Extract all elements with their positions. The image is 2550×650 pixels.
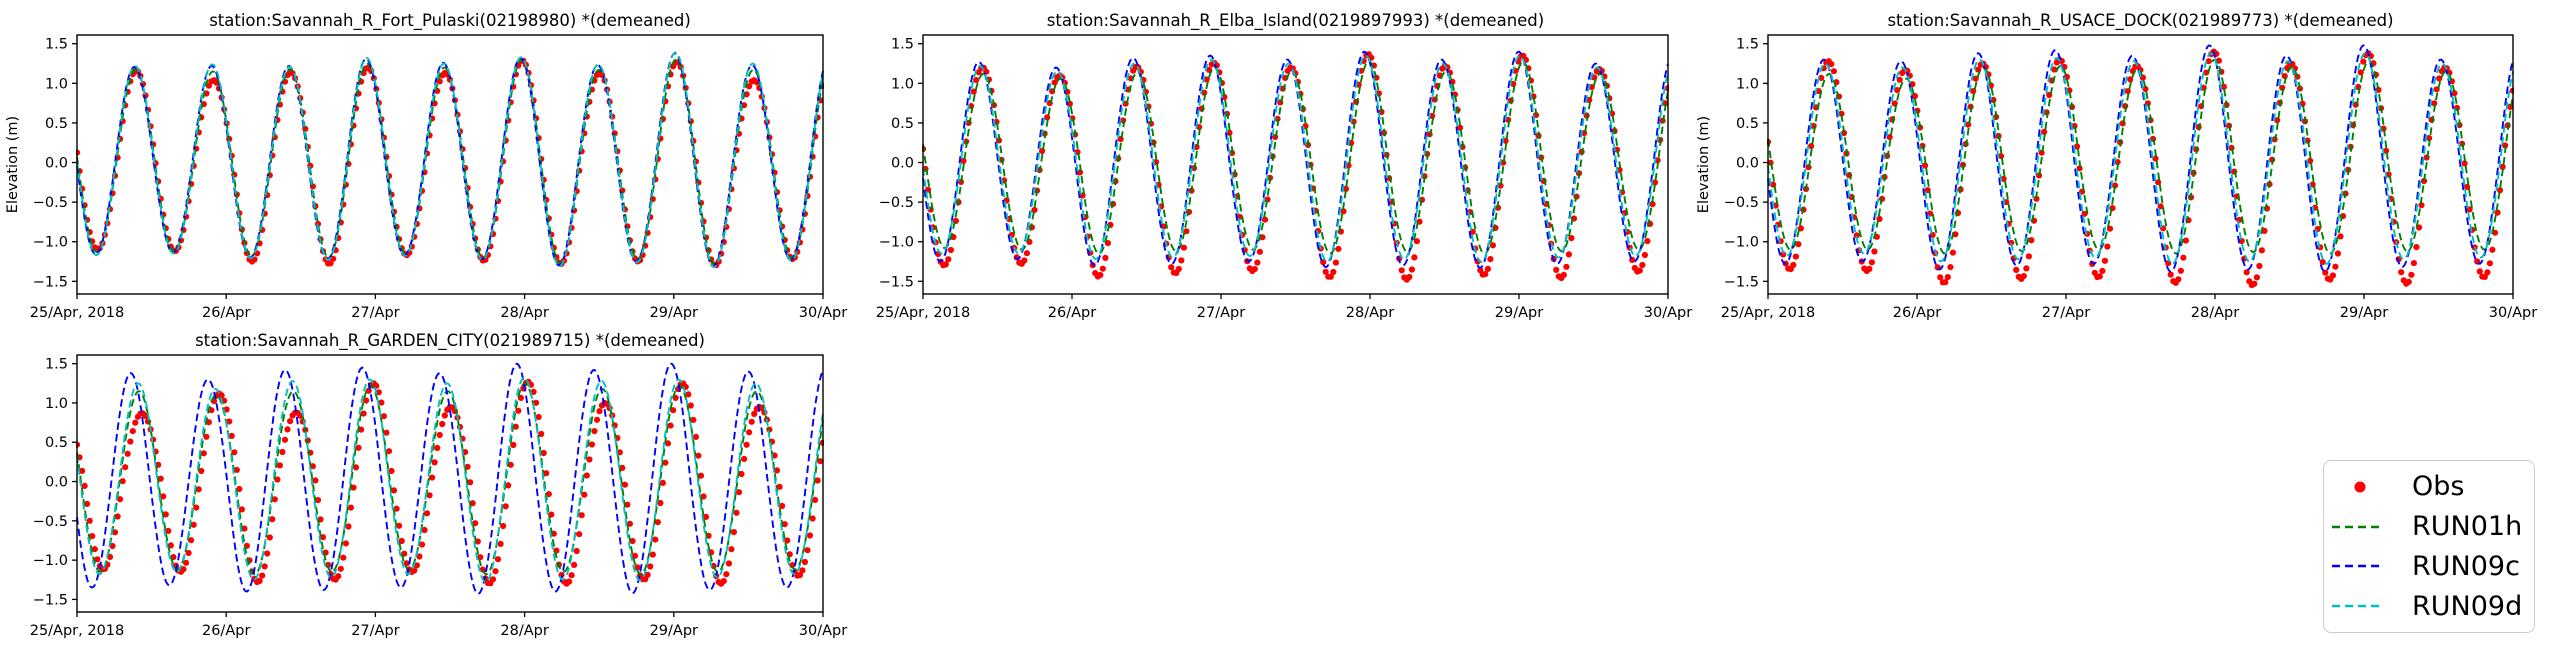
x-tick-label: 29/Apr: [1495, 305, 1543, 321]
x-tick-label: 28/Apr: [1346, 305, 1394, 321]
y-axis-label: Elevation (m): [5, 116, 21, 213]
legend-item-run01h: RUN01h: [2324, 507, 2534, 547]
plot-area: [76, 51, 824, 269]
legend-label-run09d: RUN09d: [2412, 590, 2523, 622]
y-tick-label: −1.0: [1724, 235, 1759, 251]
chart-title: station:Savannah_R_Fort_Pulaski(02198980…: [209, 11, 691, 31]
plot-area: [76, 362, 824, 595]
y-tick-label: 1.0: [45, 396, 68, 412]
plot-border: [922, 34, 1669, 295]
legend-item-run09c: RUN09c: [2324, 547, 2534, 587]
x-tick-label: 30/Apr: [799, 623, 847, 639]
x-tick-label: 30/Apr: [1644, 305, 1692, 321]
y-tick-label: −1.0: [879, 235, 914, 251]
y-tick-label: −1.0: [33, 235, 68, 251]
x-tick-label: 25/Apr, 2018: [30, 623, 125, 639]
x-tick-label: 26/Apr: [202, 623, 250, 639]
series-RUN09d-line: [922, 54, 1669, 264]
y-tick-label: −1.5: [1724, 274, 1759, 290]
x-tick-label: 28/Apr: [2191, 305, 2239, 321]
run01h-dashed-line-marker-icon: [2324, 516, 2386, 538]
x-tick-label: 29/Apr: [2340, 305, 2388, 321]
y-tick-label: −1.0: [33, 553, 68, 569]
legend-label-obs: Obs: [2412, 471, 2465, 503]
chart-fort-pulaski: 1.5 1.0 0.5 0.0 −0.5 −1.0 −1.5 25/Apr, 2018 26/A…: [5, 11, 847, 321]
y-tick-label: −0.5: [879, 195, 914, 211]
x-tick-label: 27/Apr: [1197, 305, 1245, 321]
chart-title: station:Savannah_R_Elba_Island(021989799…: [1047, 11, 1544, 31]
y-tick-label: 1.5: [45, 37, 68, 53]
y-tick-label: 1.5: [45, 357, 68, 373]
x-tick-label: 30/Apr: [799, 305, 847, 321]
series-RUN09c-line: [1767, 44, 2514, 273]
chart-elba-island: 1.5 1.0 0.5 0.0 −0.5 −1.0 −1.5 25/Apr, 2018 26/A…: [876, 11, 1693, 321]
y-tick-label: 1.5: [1736, 37, 1759, 53]
legend-item-obs: Obs: [2324, 467, 2534, 507]
x-tick-label: 27/Apr: [351, 305, 399, 321]
y-tick-label: 1.0: [891, 76, 914, 92]
y-tick-label: −1.5: [33, 592, 68, 608]
chart-title: station:Savannah_R_USACE_DOCK(021989773)…: [1887, 11, 2393, 31]
x-tick-label: 28/Apr: [500, 623, 548, 639]
series-Obs-points: [76, 378, 824, 587]
legend: Obs RUN01h RUN09c RUN09d: [2323, 460, 2535, 633]
y-tick-label: −0.5: [33, 514, 68, 530]
x-tick-label: 26/Apr: [1048, 305, 1096, 321]
y-tick-label: −0.5: [1724, 195, 1759, 211]
x-tick-label: 29/Apr: [650, 305, 698, 321]
x-tick-label: 27/Apr: [351, 623, 399, 639]
y-tick-label: 0.0: [891, 156, 914, 172]
plot-area: [922, 50, 1669, 283]
y-tick-label: 0.5: [891, 116, 914, 132]
x-tick-label: 30/Apr: [2489, 305, 2537, 321]
plot-area: [1767, 44, 2514, 289]
plot-border: [76, 34, 824, 295]
y-tick-label: 0.5: [45, 435, 68, 451]
obs-dot-marker-icon: [2324, 476, 2386, 498]
chart-usace-dock: 1.5 1.0 0.5 0.0 −0.5 −1.0 −1.5 25/Apr, 2018 26/A…: [1696, 11, 2537, 321]
y-tick-label: 0.5: [45, 116, 68, 132]
x-tick-label: 27/Apr: [2042, 305, 2090, 321]
legend-label-run01h: RUN01h: [2412, 511, 2523, 543]
series-Obs-points: [1767, 48, 2514, 289]
x-tick-label: 25/Apr, 2018: [30, 305, 125, 321]
series-RUN09d-line: [76, 376, 824, 584]
y-tick-label: −1.5: [33, 274, 68, 290]
plot-border: [76, 354, 824, 613]
x-tick-label: 25/Apr, 2018: [1721, 305, 1816, 321]
x-tick-label: 29/Apr: [650, 623, 698, 639]
x-tick-label: 28/Apr: [500, 305, 548, 321]
chart-garden-city: 1.5 1.0 0.5 0.0 −0.5 −1.0 −1.5 25/Apr, 2018 26/A…: [30, 331, 848, 639]
y-tick-label: 1.0: [1736, 76, 1759, 92]
series-RUN09d-line: [1767, 52, 2514, 265]
series-RUN09c-line: [922, 50, 1669, 269]
series-Obs-points: [76, 57, 824, 269]
series-RUN01h-line: [1767, 58, 2514, 255]
y-tick-label: 0.0: [45, 156, 68, 172]
x-tick-label: 25/Apr, 2018: [876, 305, 971, 321]
series-RUN01h-line: [922, 60, 1669, 255]
chart-title: station:Savannah_R_GARDEN_CITY(021989715…: [195, 331, 705, 351]
series-RUN01h-line: [76, 382, 824, 576]
y-tick-label: 0.0: [45, 475, 68, 491]
series-RUN09c-line: [76, 362, 824, 595]
y-axis-label: Elevation (m): [1696, 116, 1712, 213]
y-tick-label: 0.5: [1736, 116, 1759, 132]
y-tick-label: −0.5: [33, 195, 68, 211]
series-RUN09d-line: [76, 51, 824, 269]
series-RUN09c-line: [76, 52, 824, 268]
y-tick-label: −1.5: [879, 274, 914, 290]
y-tick-label: 1.0: [45, 76, 68, 92]
run09d-dashed-line-marker-icon: [2324, 595, 2386, 617]
x-tick-label: 26/Apr: [1893, 305, 1941, 321]
legend-item-run09d: RUN09d: [2324, 586, 2534, 626]
y-tick-label: 1.5: [891, 37, 914, 53]
plot-border: [1767, 34, 2514, 295]
y-tick-label: 0.0: [1736, 156, 1759, 172]
x-tick-label: 26/Apr: [202, 305, 250, 321]
run09c-dashed-line-marker-icon: [2324, 555, 2386, 577]
legend-label-run09c: RUN09c: [2412, 550, 2520, 582]
